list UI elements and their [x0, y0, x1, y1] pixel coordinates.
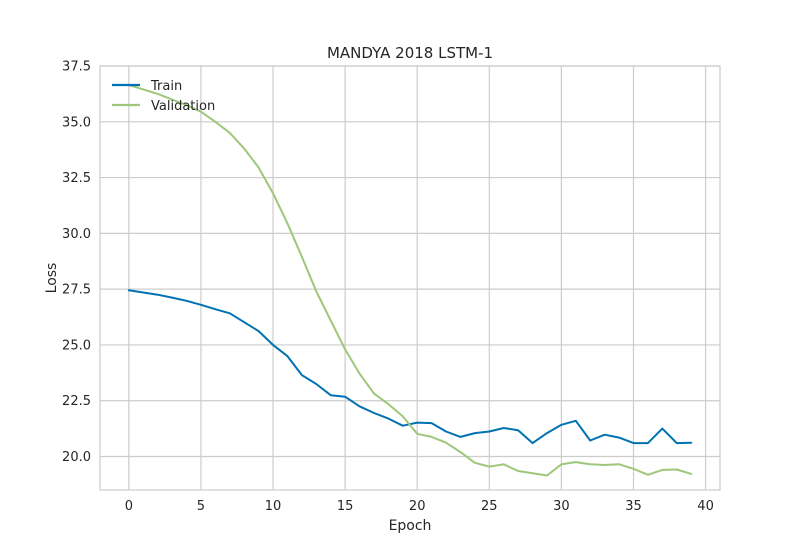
x-tick-label: 40	[697, 499, 714, 514]
y-tick-label: 22.5	[62, 394, 91, 409]
y-tick-labels: 20.0 22.5 25.0 27.5 30.0 32.5 35.0 37.5	[62, 60, 91, 466]
legend-label-train: Train	[150, 79, 182, 94]
y-tick-label: 35.0	[62, 115, 91, 130]
y-tick-label: 32.5	[62, 171, 91, 186]
legend-label-validation: Validation	[151, 99, 215, 114]
series-line-validation	[127, 84, 693, 477]
x-tick-label: 0	[125, 499, 133, 514]
x-tick-label: 5	[197, 499, 205, 514]
x-tick-label: 15	[337, 499, 354, 514]
x-tick-label: 20	[409, 499, 426, 514]
chart-title: MANDYA 2018 LSTM-1	[327, 44, 493, 62]
x-tick-label: 10	[265, 499, 282, 514]
x-tick-label: 25	[481, 499, 498, 514]
grid	[100, 65, 720, 490]
y-tick-label: 30.0	[62, 227, 91, 242]
x-tick-labels: 0 5 10 15 20 25 30 35 40	[125, 499, 714, 514]
y-tick-label: 20.0	[62, 450, 91, 465]
x-axis-label: Epoch	[389, 518, 432, 534]
y-tick-label: 25.0	[62, 338, 91, 353]
plot-area	[100, 66, 720, 490]
y-axis-label: Loss	[44, 263, 60, 294]
y-tick-label: 37.5	[62, 60, 91, 75]
plot-frame	[99, 65, 721, 491]
x-tick-label: 35	[625, 499, 642, 514]
legend: Train Validation	[112, 79, 215, 114]
series-lines	[127, 84, 693, 477]
x-tick-label: 30	[553, 499, 570, 514]
y-tick-label: 27.5	[62, 283, 91, 298]
